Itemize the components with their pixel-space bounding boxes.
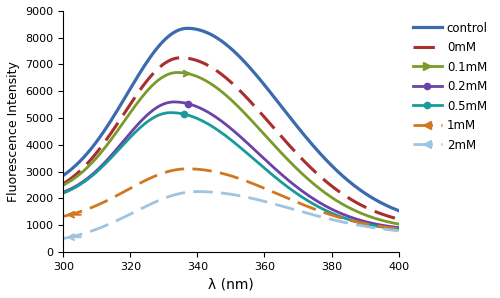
X-axis label: λ (nm): λ (nm) bbox=[208, 277, 254, 291]
Legend: control, 0mM, 0.1mM, 0.2mM, 0.5mM, 1mM, 2mM: control, 0mM, 0.1mM, 0.2mM, 0.5mM, 1mM, … bbox=[408, 17, 492, 156]
Y-axis label: Fluorescence Intensity: Fluorescence Intensity bbox=[7, 61, 20, 202]
